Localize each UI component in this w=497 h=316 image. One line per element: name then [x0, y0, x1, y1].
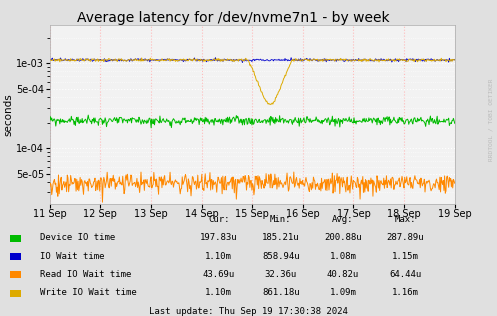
Text: 64.44u: 64.44u [389, 270, 421, 279]
Text: 861.18u: 861.18u [262, 289, 300, 297]
Text: Cur:: Cur: [208, 215, 230, 224]
Text: 1.08m: 1.08m [330, 252, 356, 261]
Text: 1.16m: 1.16m [392, 289, 418, 297]
Text: IO Wait time: IO Wait time [40, 252, 104, 261]
Text: 197.83u: 197.83u [200, 234, 238, 242]
Text: 1.09m: 1.09m [330, 289, 356, 297]
Text: RRDTOOL / TOBI OETIKER: RRDTOOL / TOBI OETIKER [489, 79, 494, 161]
Text: Read IO Wait time: Read IO Wait time [40, 270, 131, 279]
Text: Write IO Wait time: Write IO Wait time [40, 289, 137, 297]
Text: 185.21u: 185.21u [262, 234, 300, 242]
Text: Avg:: Avg: [332, 215, 354, 224]
Text: Last update: Thu Sep 19 17:30:38 2024: Last update: Thu Sep 19 17:30:38 2024 [149, 307, 348, 316]
Text: 40.82u: 40.82u [327, 270, 359, 279]
Text: Average latency for /dev/nvme7n1 - by week: Average latency for /dev/nvme7n1 - by we… [77, 11, 390, 25]
Text: 200.88u: 200.88u [324, 234, 362, 242]
Text: 1.10m: 1.10m [205, 289, 232, 297]
Y-axis label: seconds: seconds [3, 93, 13, 136]
Text: 1.15m: 1.15m [392, 252, 418, 261]
Text: 32.36u: 32.36u [265, 270, 297, 279]
Text: 1.10m: 1.10m [205, 252, 232, 261]
Text: 43.69u: 43.69u [203, 270, 235, 279]
Text: 858.94u: 858.94u [262, 252, 300, 261]
Text: Min:: Min: [270, 215, 292, 224]
Text: 287.89u: 287.89u [386, 234, 424, 242]
Text: Max:: Max: [394, 215, 416, 224]
Text: Device IO time: Device IO time [40, 234, 115, 242]
